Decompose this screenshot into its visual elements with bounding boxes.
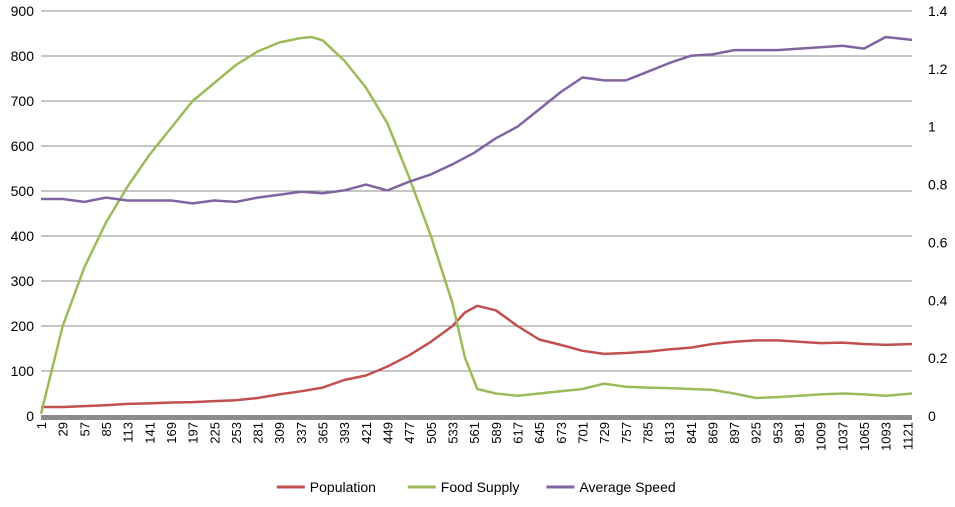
y-left-tick-label: 600 [11,138,35,154]
x-axis [41,415,912,420]
x-tick-label: 1037 [835,422,850,451]
legend-label-food-supply: Food Supply [441,479,520,495]
x-tick-label: 897 [727,422,742,444]
x-tick-label: 589 [489,422,504,444]
series-line-population [41,304,913,409]
x-tick-label: 953 [770,422,785,444]
x-tick-label: 421 [359,422,374,444]
y-left-tick-label: 300 [11,273,35,289]
y-right-tick-label: 1 [928,119,936,135]
x-tick-label: 757 [619,422,634,444]
series-lines [39,35,913,415]
y-left-tick-label: 800 [11,48,35,64]
x-tick-label: 925 [749,422,764,444]
x-tick-label: 701 [575,422,590,444]
x-tick-label: 365 [316,422,331,444]
y-right-tick-label: 1.2 [928,61,948,77]
y-left-tick-label: 500 [11,183,35,199]
x-tick-label: 141 [142,422,157,444]
x-tick-label: 869 [705,422,720,444]
x-tick-label: 337 [294,422,309,444]
left-axis-ticks: 0 100 200 300 400 500 600 700 800 900 [11,3,35,424]
x-tick-label: 813 [662,422,677,444]
x-tick-label: 1009 [814,422,829,451]
y-left-tick-label: 400 [11,228,35,244]
x-tick-label: 393 [337,422,352,444]
y-right-tick-label: 0.6 [928,234,948,250]
x-tick-label: 225 [207,422,222,444]
y-right-tick-label: 1.4 [928,3,948,19]
x-tick-label: 253 [229,422,244,444]
x-tick-label: 169 [164,422,179,444]
right-axis-ticks: 0 0.2 0.4 0.6 0.8 1 1.2 1.4 [928,3,948,424]
series-line-average-speed [41,35,913,205]
x-axis-ticks: 1 29 57 85 113 141 169 197 225 253 281 309 337 365 393… [34,422,915,451]
x-tick-label: 281 [251,422,266,444]
x-tick-label: 1093 [879,422,894,451]
x-tick-label: 785 [640,422,655,444]
x-tick-label: 309 [272,422,287,444]
x-tick-label: 505 [424,422,439,444]
x-tick-label: 673 [554,422,569,444]
x-tick-label: 561 [467,422,482,444]
y-left-tick-label: 0 [26,408,34,424]
x-tick-label: 729 [597,422,612,444]
x-tick-label: 197 [186,422,201,444]
series-line-food-supply [39,35,913,415]
x-tick-label: 29 [56,422,71,436]
x-tick-label: 645 [532,422,547,444]
x-tick-label: 113 [121,422,136,443]
legend: Population Food Supply Average Speed [276,479,676,495]
legend-label-population: Population [310,479,376,495]
x-tick-label: 449 [381,422,396,444]
y-left-tick-label: 200 [11,318,35,334]
x-tick-label: 1065 [857,422,872,451]
y-right-tick-label: 0.8 [928,177,948,193]
x-tick-label: 57 [77,422,92,436]
y-right-tick-label: 0 [928,408,936,424]
x-tick-label: 1 [34,422,49,429]
x-tick-label: 1121 [900,422,915,450]
y-left-tick-label: 700 [11,93,35,109]
y-right-tick-label: 0.2 [928,350,948,366]
y-left-tick-label: 100 [11,363,35,379]
gridlines [41,10,912,372]
x-tick-label: 617 [510,422,525,444]
x-tick-label: 533 [446,422,461,444]
x-tick-label: 477 [402,422,417,444]
x-tick-label: 841 [684,422,699,444]
y-left-tick-label: 900 [11,3,35,19]
legend-label-average-speed: Average Speed [579,479,675,495]
x-axis-line [41,415,912,420]
y-right-tick-label: 0.4 [928,292,948,308]
x-tick-label: 85 [99,422,114,436]
x-tick-label: 981 [792,422,807,444]
